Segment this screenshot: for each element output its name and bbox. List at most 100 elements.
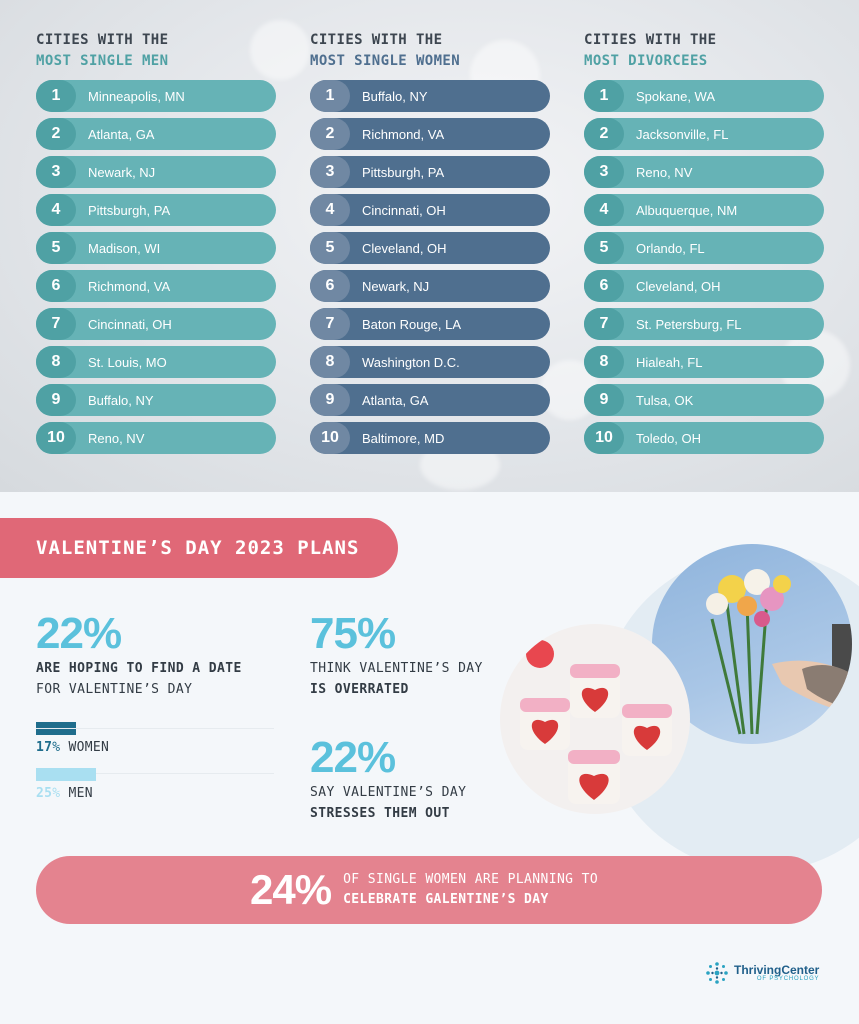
rank-number: 5 [36,232,76,264]
heading-line2: MOST DIVORCEES [584,53,708,69]
rank-city: Cleveland, OH [636,278,721,294]
heading-line1: CITIES WITH THE [36,32,169,48]
rank-number: 7 [36,308,76,340]
rank-city: Newark, NJ [88,164,156,180]
women-bar-label: 17% WOMEN [36,740,109,755]
galentine-percent: 24% [250,866,332,913]
column-heading: CITIES WITH THE MOST DIVORCEES [584,30,824,78]
rank-row: 8 St. Louis, MO [36,346,276,378]
plans-banner: VALENTINE’S DAY 2023 PLANS [0,518,398,578]
men-bar-label: 25% MEN [36,786,93,801]
rank-row: 7 St. Petersburg, FL [584,308,824,340]
rank-city: Jacksonville, FL [636,126,729,142]
rank-row: 4 Cincinnati, OH [310,194,550,226]
rank-list: 1 Buffalo, NY 2 Richmond, VA 3 Pittsburgh, PA… [310,80,550,454]
rank-city: Reno, NV [636,164,693,180]
rank-number: 1 [584,80,624,112]
rank-number: 8 [36,346,76,378]
logo-mark-icon [706,962,728,984]
rank-city: Newark, NJ [362,278,430,294]
rank-city: Washington D.C. [362,354,460,370]
rank-city: Minneapolis, MN [88,88,185,104]
stat-line1: SAY VALENTINE’S DAY [310,785,467,800]
heading-line2: MOST SINGLE WOMEN [310,53,461,69]
rank-row: 8 Washington D.C. [310,346,550,378]
rank-row: 10 Baltimore, MD [310,422,550,454]
rank-number: 8 [310,346,350,378]
rank-list: 1 Minneapolis, MN 2 Atlanta, GA 3 Newark, NJ 4… [36,80,276,454]
heading-line2: MOST SINGLE MEN [36,53,169,69]
galentine-line1: OF SINGLE WOMEN ARE PLANNING TO [343,872,599,887]
rank-number: 3 [584,156,624,188]
heading-line1: CITIES WITH THE [584,32,717,48]
rank-number: 6 [310,270,350,302]
rank-city: Richmond, VA [88,278,171,294]
rank-number: 2 [584,118,624,150]
rank-row: 7 Cincinnati, OH [36,308,276,340]
rank-number: 10 [310,422,350,454]
rank-city: Tulsa, OK [636,392,694,408]
rank-number: 9 [584,384,624,416]
rank-row: 2 Jacksonville, FL [584,118,824,150]
rank-city: Buffalo, NY [362,88,428,104]
rank-number: 5 [584,232,624,264]
rank-row: 10 Toledo, OH [584,422,824,454]
stat-percent: 22% [310,733,396,782]
logo-name: ThrivingCenter [734,963,820,977]
column-single-men: CITIES WITH THE MOST SINGLE MEN 1 Minneap… [36,30,276,460]
rank-row: 3 Reno, NV [584,156,824,188]
rank-row: 9 Atlanta, GA [310,384,550,416]
rank-number: 9 [310,384,350,416]
plans-section: VALENTINE’S DAY 2023 PLANS 22% ARE HOPIN… [0,492,859,1024]
rank-city: Buffalo, NY [88,392,154,408]
rank-number: 9 [36,384,76,416]
rank-row: 6 Cleveland, OH [584,270,824,302]
rank-number: 7 [310,308,350,340]
women-percent: 17 [36,740,53,755]
rank-number: 4 [310,194,350,226]
men-bar-fill [36,768,96,781]
thriving-center-logo[interactable]: ThrivingCenter OF PSYCHOLOGY [704,960,819,986]
men-unit: % [52,786,61,801]
heading-line1: CITIES WITH THE [310,32,443,48]
column-heading: CITIES WITH THE MOST SINGLE WOMEN [310,30,550,78]
rank-city: Richmond, VA [362,126,445,142]
rank-row: 1 Spokane, WA [584,80,824,112]
women-unit: % [52,740,61,755]
rank-number: 3 [310,156,350,188]
men-label: MEN [68,786,93,801]
rank-city: Orlando, FL [636,240,705,256]
bar-track [36,773,274,774]
stat-percent: 22% [36,609,122,658]
rank-row: 2 Richmond, VA [310,118,550,150]
rank-row: 6 Newark, NJ [310,270,550,302]
rank-number: 10 [584,422,624,454]
rank-row: 6 Richmond, VA [36,270,276,302]
rank-city: Atlanta, GA [362,392,429,408]
rank-city: Toledo, OH [636,430,702,446]
galentine-callout: 24% OF SINGLE WOMEN ARE PLANNING TO CELE… [36,856,822,924]
logo-sub: OF PSYCHOLOGY [756,976,820,982]
rank-number: 3 [36,156,76,188]
rank-city: Cincinnati, OH [362,202,446,218]
rank-city: Pittsburgh, PA [88,202,171,218]
rank-city: Atlanta, GA [88,126,155,142]
cupcakes-illustration [520,640,672,804]
rank-number: 2 [36,118,76,150]
rank-city: Pittsburgh, PA [362,164,445,180]
rank-row: 5 Orlando, FL [584,232,824,264]
rank-number: 6 [584,270,624,302]
women-label: WOMEN [68,740,110,755]
rank-row: 5 Cleveland, OH [310,232,550,264]
rank-row: 8 Hialeah, FL [584,346,824,378]
column-heading: CITIES WITH THE MOST SINGLE MEN [36,30,276,78]
rank-list: 1 Spokane, WA 2 Jacksonville, FL 3 Reno, NV 4 A… [584,80,824,454]
rank-city: Baton Rouge, LA [362,316,462,332]
rank-city: St. Louis, MO [88,354,167,370]
bar-track [36,728,274,729]
stat-line2: IS OVERRATED [310,682,409,697]
rank-row: 4 Albuquerque, NM [584,194,824,226]
rank-row: 9 Tulsa, OK [584,384,824,416]
rank-row: 4 Pittsburgh, PA [36,194,276,226]
rank-city: Cincinnati, OH [88,316,172,332]
